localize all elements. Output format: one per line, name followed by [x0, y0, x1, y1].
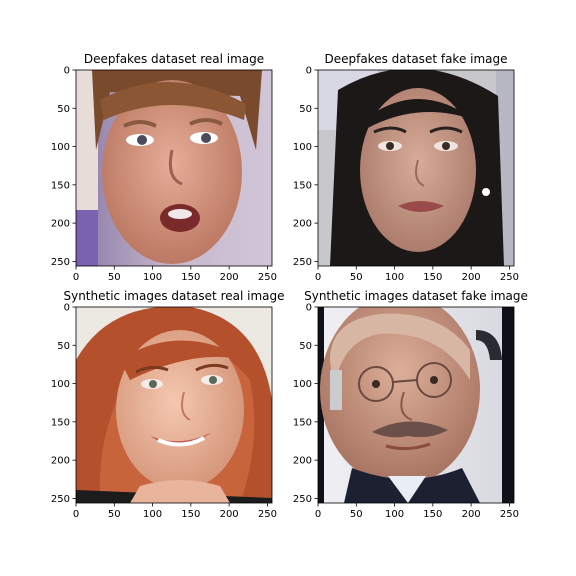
- x-tick-label: 100: [385, 272, 404, 283]
- panel-synthetic-fake: Synthetic images dataset fake image: [304, 289, 528, 504]
- face-image: [318, 70, 514, 266]
- y-tick-label: 0: [306, 66, 312, 77]
- y-tick-label: 150: [293, 180, 312, 191]
- panel-synthetic-real: Synthetic images dataset real image: [63, 289, 285, 504]
- x-tick-label: 200: [220, 509, 239, 520]
- x-tick-label: 200: [220, 272, 239, 283]
- y-tick-label: 50: [299, 104, 312, 115]
- y-tick-label: 200: [293, 219, 312, 230]
- x-tick-label: 50: [350, 509, 363, 520]
- face-image: [318, 307, 514, 503]
- panel-title: Synthetic images dataset fake image: [304, 289, 528, 303]
- y-tick-label: 0: [306, 303, 312, 314]
- face-image: [76, 307, 272, 503]
- y-tick-label: 0: [64, 303, 70, 314]
- panel-title: Deepfakes dataset real image: [84, 52, 264, 66]
- x-tick-label: 100: [385, 509, 404, 520]
- y-tick-label: 100: [293, 379, 312, 390]
- x-tick-label: 150: [423, 509, 442, 520]
- x-tick-label: 100: [143, 272, 162, 283]
- panel-title: Deepfakes dataset fake image: [324, 52, 507, 66]
- x-tick-label: 50: [108, 509, 121, 520]
- y-tick-label: 50: [57, 104, 70, 115]
- y-tick-label: 150: [51, 180, 70, 191]
- y-tick-label: 0: [64, 66, 70, 77]
- x-tick-label: 250: [500, 509, 519, 520]
- y-tick-label: 100: [293, 142, 312, 153]
- y-tick-label: 250: [51, 257, 70, 268]
- x-tick-label: 0: [73, 272, 79, 283]
- y-tick-label: 250: [293, 257, 312, 268]
- x-tick-label: 150: [181, 509, 200, 520]
- x-tick-label: 0: [315, 272, 321, 283]
- x-tick-label: 150: [181, 272, 200, 283]
- x-tick-label: 200: [462, 509, 481, 520]
- x-tick-label: 200: [462, 272, 481, 283]
- y-tick-label: 100: [51, 379, 70, 390]
- x-tick-label: 250: [258, 272, 277, 283]
- x-tick-label: 50: [108, 272, 121, 283]
- y-tick-label: 250: [293, 494, 312, 505]
- y-tick-label: 200: [51, 219, 70, 230]
- panel-deepfakes-fake: Deepfakes dataset fake image: [317, 52, 515, 267]
- face-image: [76, 70, 272, 266]
- x-tick-label: 50: [350, 272, 363, 283]
- x-tick-label: 150: [423, 272, 442, 283]
- y-tick-label: 200: [293, 456, 312, 467]
- y-tick-label: 150: [293, 417, 312, 428]
- x-tick-label: 250: [500, 272, 519, 283]
- y-tick-label: 250: [51, 494, 70, 505]
- y-tick-label: 50: [299, 341, 312, 352]
- x-tick-label: 0: [73, 509, 79, 520]
- y-tick-label: 150: [51, 417, 70, 428]
- y-tick-label: 200: [51, 456, 70, 467]
- y-tick-label: 100: [51, 142, 70, 153]
- x-tick-label: 0: [315, 509, 321, 520]
- panel-deepfakes-real: Deepfakes dataset real image: [75, 52, 273, 267]
- x-tick-label: 250: [258, 509, 277, 520]
- x-tick-label: 100: [143, 509, 162, 520]
- panel-title: Synthetic images dataset real image: [63, 289, 284, 303]
- y-tick-label: 50: [57, 341, 70, 352]
